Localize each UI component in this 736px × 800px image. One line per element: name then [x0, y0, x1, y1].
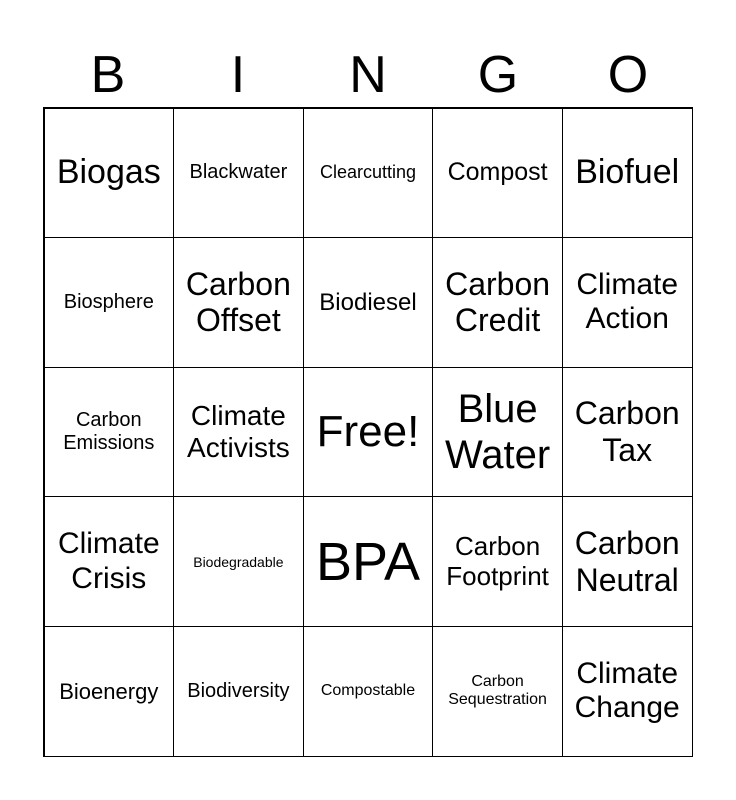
header-letter-i: I [230, 46, 246, 104]
bingo-cell[interactable]: Climate Crisis [43, 496, 175, 627]
bingo-cell[interactable]: Carbon Footprint [432, 496, 563, 627]
bingo-cell[interactable]: Climate Change [561, 625, 693, 757]
bingo-cell[interactable]: Carbon Tax [561, 366, 693, 498]
bingo-cell[interactable]: Climate Activists [173, 366, 304, 498]
bingo-cell[interactable]: Compostable [302, 625, 434, 757]
bingo-cell[interactable]: BPA [302, 496, 434, 627]
bingo-cell[interactable]: Blue Water [432, 366, 563, 498]
bingo-cell[interactable]: Biodiversity [173, 625, 304, 757]
bingo-cell[interactable]: Climate Action [561, 237, 693, 368]
bingo-cell[interactable]: Biosphere [43, 237, 175, 368]
bingo-cell[interactable]: Clearcutting [302, 107, 434, 239]
bingo-cell[interactable]: Biogas [43, 107, 175, 239]
bingo-header: B I N G O [43, 44, 693, 106]
bingo-cell[interactable]: Carbon Offset [173, 237, 304, 368]
bingo-cell[interactable]: Compost [432, 107, 563, 239]
header-letter-o: O [607, 46, 649, 104]
header-letter-g: G [477, 46, 519, 104]
bingo-cell[interactable]: Carbon Neutral [561, 496, 693, 627]
bingo-cell[interactable]: Free! [302, 366, 434, 498]
bingo-cell[interactable]: Biodiesel [302, 237, 434, 368]
bingo-grid: Biogas Blackwater Clearcutting Compost Biofu… [43, 107, 693, 757]
bingo-cell[interactable]: Biodegradable [173, 496, 304, 627]
header-letter-n: N [349, 46, 387, 104]
bingo-cell[interactable]: Carbon Emissions [43, 366, 175, 498]
bingo-cell[interactable]: Carbon Credit [432, 237, 563, 368]
bingo-cell[interactable]: Blackwater [173, 107, 304, 239]
bingo-cell[interactable]: Bioenergy [43, 625, 175, 757]
header-letter-b: B [90, 46, 126, 104]
bingo-cell[interactable]: Biofuel [561, 107, 693, 239]
bingo-cell[interactable]: Carbon Sequestration [432, 625, 563, 757]
